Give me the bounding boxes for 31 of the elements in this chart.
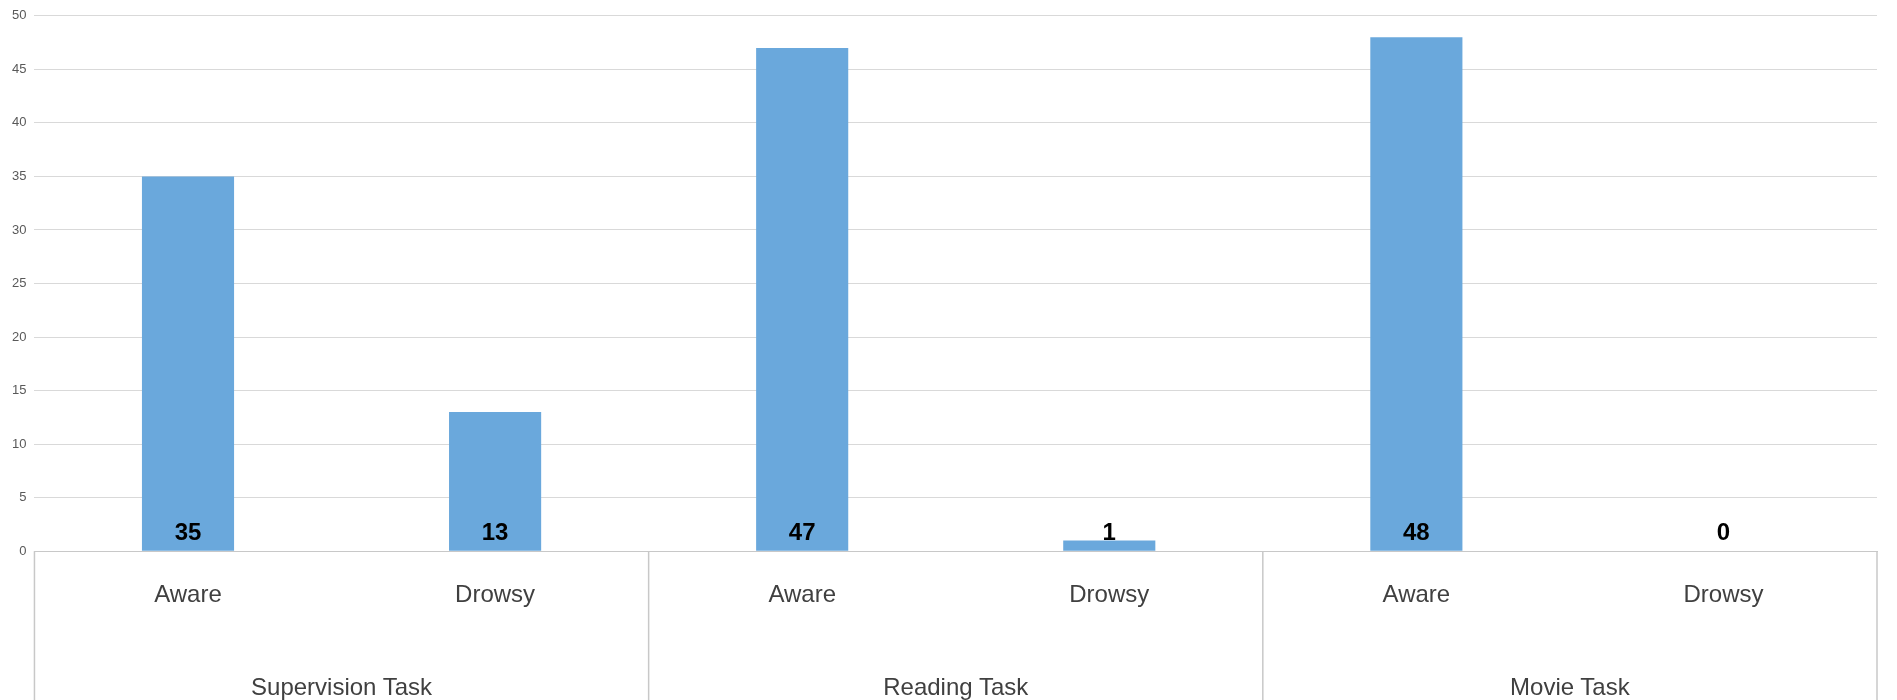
x-tick-label: Aware bbox=[154, 580, 222, 608]
bar bbox=[449, 412, 542, 551]
text: Supervision Task bbox=[251, 672, 434, 700]
x-tick-label: Drowsy bbox=[1683, 580, 1764, 608]
y-tick-label: 30 bbox=[11, 221, 27, 237]
data-label: 1 bbox=[1102, 517, 1116, 545]
y-tick-label: 50 bbox=[11, 7, 27, 23]
y-tick-label: 25 bbox=[11, 275, 27, 291]
y-tick-label: 5 bbox=[19, 489, 27, 505]
data-label: 48 bbox=[1403, 517, 1430, 545]
bar bbox=[756, 47, 849, 551]
data-label: 35 bbox=[174, 517, 202, 545]
y-tick-label: 10 bbox=[11, 435, 27, 451]
y-tick-label: 15 bbox=[11, 382, 27, 398]
bar bbox=[1063, 540, 1156, 551]
y-tick-label: 35 bbox=[11, 168, 27, 183]
y-tick-label: 0 bbox=[19, 542, 27, 558]
y-tick-label: 45 bbox=[11, 60, 27, 76]
y-tick-label: 20 bbox=[11, 328, 27, 344]
text: Reading Task bbox=[883, 672, 1030, 700]
y-tick-label: 40 bbox=[11, 114, 27, 130]
x-tick-label: Aware bbox=[768, 580, 836, 608]
bar bbox=[1370, 37, 1463, 551]
x-tick-label: Aware bbox=[1382, 580, 1451, 608]
data-label: 0 bbox=[1716, 517, 1731, 545]
data-label: 13 bbox=[481, 517, 509, 545]
bar bbox=[141, 176, 235, 551]
x-tick-label: Drowsy bbox=[455, 580, 536, 608]
data-label: 47 bbox=[788, 517, 816, 545]
x-tick-label: Drowsy bbox=[1069, 580, 1150, 608]
text: Movie Task bbox=[1510, 672, 1631, 700]
